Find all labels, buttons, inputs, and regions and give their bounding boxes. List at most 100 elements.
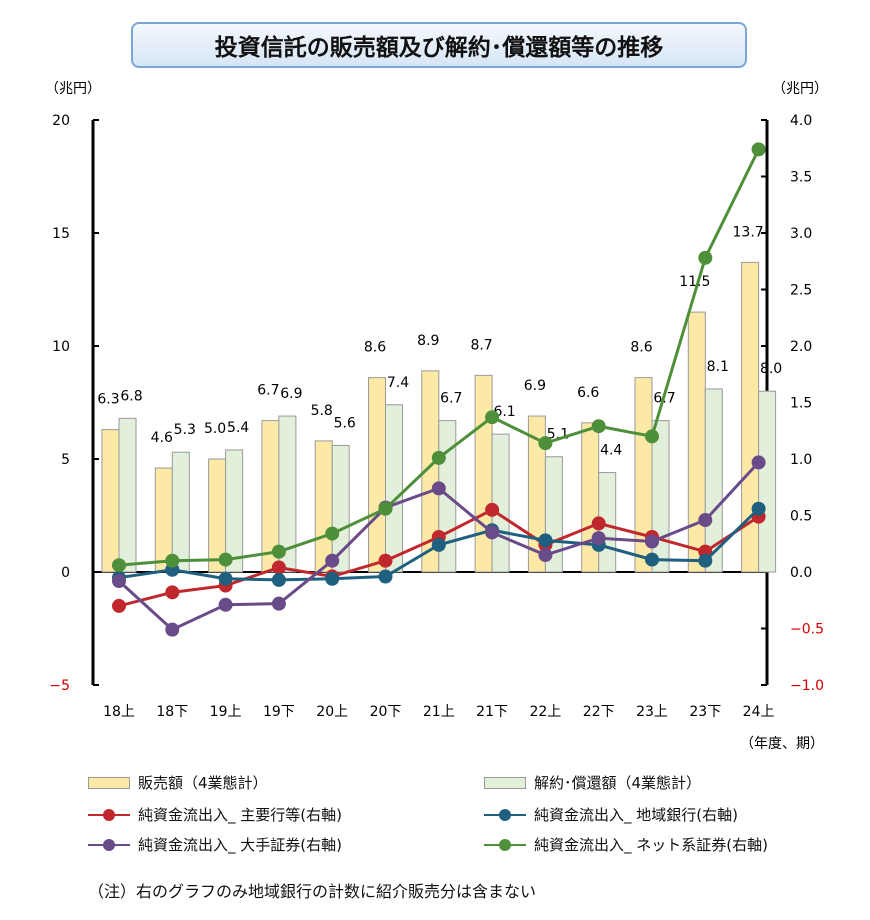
legend-swatch bbox=[88, 808, 130, 822]
legend-swatch bbox=[484, 808, 526, 822]
x-tick-label: 18下 bbox=[156, 704, 188, 720]
left-tick-label: 5 bbox=[61, 452, 70, 468]
data-label: 6.8 bbox=[120, 388, 142, 404]
line-point bbox=[378, 501, 393, 516]
data-label: 5.6 bbox=[334, 415, 356, 431]
line-point bbox=[645, 429, 659, 444]
line-point bbox=[591, 516, 606, 531]
right-tick-label: 3.5 bbox=[790, 170, 812, 186]
left-axis-unit: （兆円） bbox=[45, 81, 101, 97]
x-tick-label: 24上 bbox=[743, 704, 775, 720]
chart-title: 投資信託の販売額及び解約･償還額等の推移 bbox=[131, 22, 747, 68]
data-label: 8.9 bbox=[417, 333, 439, 349]
data-label: 11.5 bbox=[679, 274, 710, 290]
bar-cancel bbox=[278, 415, 297, 573]
line-point bbox=[485, 525, 500, 540]
line-point bbox=[165, 553, 180, 568]
legend-item: 純資金流出入_ 地域銀行(右軸) bbox=[484, 804, 738, 825]
data-label: 8.6 bbox=[630, 340, 652, 356]
x-tick-label: 23上 bbox=[636, 704, 668, 720]
data-label: 4.4 bbox=[600, 443, 622, 459]
right-tick-label: 0.5 bbox=[790, 509, 812, 525]
legend-item: 解約･償還額（4業態計） bbox=[484, 772, 701, 793]
line-point bbox=[378, 553, 393, 568]
line-point bbox=[165, 585, 180, 600]
line-point bbox=[431, 481, 446, 496]
left-tick-label: −5 bbox=[49, 678, 70, 694]
bar-cancel bbox=[331, 444, 350, 573]
legend-label: 純資金流出入_ 大手証券(右軸) bbox=[138, 836, 342, 854]
line-point bbox=[751, 455, 766, 470]
data-label: 8.0 bbox=[760, 361, 782, 377]
line-point bbox=[591, 419, 606, 434]
bar-cancel bbox=[491, 433, 510, 573]
left-tick-label: 10 bbox=[52, 339, 70, 355]
right-tick-label: 4.0 bbox=[790, 113, 812, 129]
legend-label: 解約･償還額（4業態計） bbox=[534, 774, 702, 792]
x-tick-label: 18上 bbox=[103, 704, 135, 720]
data-label: 6.9 bbox=[280, 386, 302, 402]
line-point bbox=[485, 410, 500, 425]
x-tick-label: 21下 bbox=[476, 704, 508, 720]
bar-cancel bbox=[651, 420, 670, 573]
line-point bbox=[325, 553, 340, 568]
data-label: 13.7 bbox=[733, 224, 764, 240]
line-point bbox=[325, 526, 340, 541]
line-point bbox=[271, 596, 286, 611]
line-point bbox=[431, 537, 446, 552]
legend-label: 純資金流出入_ ネット系証券(右軸) bbox=[534, 836, 768, 854]
data-label: 4.6 bbox=[151, 430, 173, 446]
right-tick-label: 2.5 bbox=[790, 283, 812, 299]
line-point bbox=[112, 574, 126, 589]
left-tick-label: 20 bbox=[52, 113, 70, 129]
line-point bbox=[218, 552, 233, 567]
right-tick-label: −1.0 bbox=[790, 678, 824, 694]
legend-item: 販売額（4業態計） bbox=[88, 772, 268, 793]
bar-cancel bbox=[385, 404, 403, 573]
legend-label: 純資金流出入_ 地域銀行(右軸) bbox=[534, 806, 738, 824]
bar-sales bbox=[474, 374, 493, 573]
data-label: 5.3 bbox=[174, 422, 196, 438]
x-tick-label: 22下 bbox=[583, 704, 615, 720]
bar-sales bbox=[101, 429, 120, 573]
right-tick-label: 3.0 bbox=[790, 226, 812, 242]
legend-item: 純資金流出入_ ネット系証券(右軸) bbox=[484, 834, 768, 855]
x-tick-label: 22上 bbox=[529, 704, 561, 720]
legend-label: 純資金流出入_ 主要行等(右軸) bbox=[138, 806, 342, 824]
right-tick-label: −0.5 bbox=[790, 622, 824, 638]
data-label: 8.1 bbox=[707, 359, 729, 375]
line-point bbox=[378, 569, 393, 584]
x-tick-label: 19下 bbox=[263, 704, 295, 720]
x-tick-label: 21上 bbox=[423, 704, 455, 720]
legend-item: 純資金流出入_ 主要行等(右軸) bbox=[88, 804, 342, 825]
legend-item: 純資金流出入_ 大手証券(右軸) bbox=[88, 834, 342, 855]
line-point bbox=[218, 597, 233, 612]
data-label: 8.7 bbox=[470, 337, 492, 353]
legend-swatch bbox=[88, 838, 130, 852]
line-point bbox=[698, 250, 713, 265]
line-point bbox=[485, 502, 500, 517]
line-point bbox=[325, 571, 340, 586]
data-label: 6.6 bbox=[577, 385, 599, 401]
bar-sales bbox=[687, 311, 706, 573]
line-point bbox=[538, 436, 553, 451]
bar-cancel bbox=[704, 388, 723, 573]
x-axis-label: （年度、期） bbox=[740, 736, 824, 752]
line-point bbox=[645, 552, 659, 567]
line-point bbox=[431, 450, 446, 465]
data-label: 7.4 bbox=[387, 375, 409, 391]
line-point bbox=[538, 548, 553, 563]
legend-swatch bbox=[484, 776, 526, 789]
legend-swatch bbox=[484, 838, 526, 852]
line-point bbox=[698, 553, 713, 568]
line-point bbox=[645, 534, 659, 549]
data-label: 6.7 bbox=[257, 383, 279, 399]
line-point bbox=[271, 572, 286, 587]
data-label: 5.4 bbox=[227, 420, 249, 436]
line-point bbox=[271, 560, 286, 575]
x-tick-label: 20下 bbox=[370, 704, 402, 720]
data-label: 6.7 bbox=[440, 391, 462, 407]
chart: （兆円） （兆円） （年度、期） 20 15 10 5 0 −5 4.0 3.5 3.0 2.5 2.0 1… bbox=[45, 81, 828, 752]
line-point bbox=[698, 513, 713, 528]
legend-swatch bbox=[88, 776, 130, 789]
